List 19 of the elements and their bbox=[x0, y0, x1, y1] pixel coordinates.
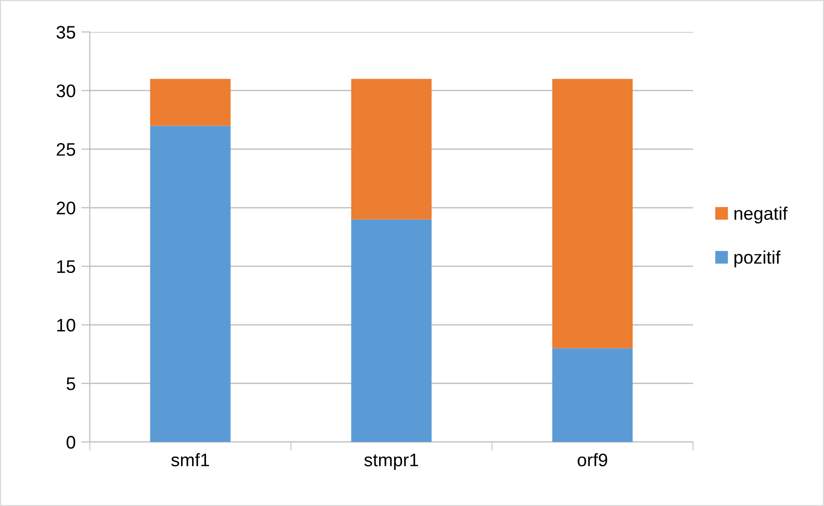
bar bbox=[552, 78, 633, 348]
y-tick-label: 30 bbox=[56, 84, 76, 98]
y-tick-label: 5 bbox=[66, 378, 76, 390]
x-tick-label: smf1 bbox=[171, 453, 210, 466]
bar bbox=[351, 219, 432, 442]
bar bbox=[351, 78, 432, 220]
x-tick-label: stmpr1 bbox=[364, 454, 418, 470]
y-tick-label: 35 bbox=[56, 26, 76, 39]
legend-label: negatif bbox=[734, 206, 788, 224]
y-tick-label: 0 bbox=[66, 436, 76, 449]
legend-label: pozitif bbox=[734, 250, 781, 268]
bar bbox=[150, 78, 231, 126]
x-tick-label: orf9 bbox=[578, 453, 608, 466]
bar bbox=[552, 348, 633, 442]
y-tick-label: 15 bbox=[57, 260, 76, 273]
y-tick-label: 20 bbox=[56, 202, 76, 214]
bar bbox=[150, 126, 231, 442]
y-tick-label: 10 bbox=[57, 318, 76, 332]
y-tick-label: 25 bbox=[56, 143, 76, 156]
